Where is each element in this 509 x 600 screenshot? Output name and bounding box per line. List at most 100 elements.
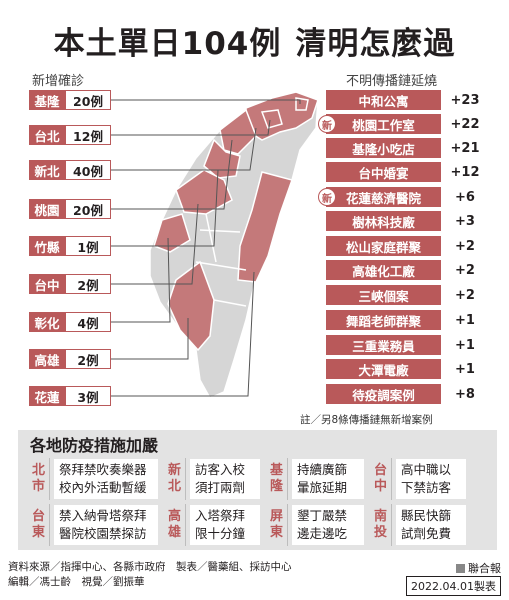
new-case-item: 彰化 4例 — [29, 312, 111, 332]
cluster-item: 大潭電廠 +1 — [326, 359, 489, 379]
region-label: 基隆 — [29, 90, 65, 110]
cluster-count: +2 — [455, 262, 475, 278]
new-badge: 新 — [318, 188, 336, 206]
cluster-item: 新桃園工作室 +22 — [318, 114, 489, 134]
cluster-item: 台中婚宴 +12 — [326, 162, 489, 182]
region-label: 桃園 — [29, 199, 65, 219]
new-case-item: 桃園 20例 — [29, 199, 111, 219]
new-badge: 新 — [318, 115, 336, 133]
credits-line: 編輯／馮士齡 視覺／劉振華 — [8, 576, 145, 588]
city-label: 屏東 — [266, 504, 288, 546]
new-case-item: 高雄 2例 — [29, 349, 111, 369]
cluster-name: 台中婚宴 — [326, 162, 441, 182]
source-line: 資料來源／指揮中心、各縣市政府 製表／醫藥組、採訪中心 — [8, 561, 292, 573]
measure-cell: 高雄 入塔祭拜 限十分鐘 — [164, 504, 260, 546]
taiwan-map — [111, 91, 319, 399]
cluster-name: 新花蓮慈濟醫院 — [318, 187, 441, 207]
city-label: 台中 — [370, 458, 392, 500]
city-label: 南投 — [370, 504, 392, 546]
cluster-item: 待疫調案例 +8 — [326, 384, 489, 404]
cluster-name: 樹林科技廠 — [326, 211, 441, 231]
cluster-name: 新桃園工作室 — [318, 114, 441, 134]
case-count: 3例 — [65, 386, 111, 406]
cluster-count: +12 — [450, 164, 480, 180]
new-case-item: 花蓮 3例 — [29, 386, 111, 406]
measure-text: 縣民快篩 試劑免費 — [396, 505, 466, 545]
measure-cell: 屏東 墾丁嚴禁 邊走邊吃 — [266, 504, 364, 546]
measures-row: 台東 禁入納骨塔祭拜 醫院校園禁探訪 高雄 入塔祭拜 限十分鐘 屏東 墾丁嚴禁 邊走邊… — [28, 504, 491, 546]
case-count: 20例 — [65, 199, 111, 219]
city-label: 台東 — [28, 504, 50, 546]
case-count: 2例 — [65, 349, 111, 369]
case-count: 20例 — [65, 90, 111, 110]
measure-cell: 台中 高中職以 下禁訪客 — [370, 458, 466, 500]
cluster-name: 舞蹈老師群聚 — [326, 310, 441, 330]
cluster-name: 三重業務員 — [326, 335, 441, 355]
measure-text: 墾丁嚴禁 邊走邊吃 — [292, 505, 364, 545]
leader-lines — [111, 99, 301, 397]
measures-grid: 北市 祭拜禁吹奏樂器 校內外活動暫緩 新北 訪客入校 須打兩劑 基隆 持續廣篩 暈旅延… — [28, 458, 491, 550]
cluster-item: 高雄化工廠 +2 — [326, 260, 489, 280]
cluster-item: 中和公寓 +23 — [326, 90, 489, 110]
cluster-name: 松山家庭群聚 — [326, 236, 441, 256]
footnote: 註／另8條傳播鏈無新增案例 — [300, 414, 433, 426]
cluster-item: 樹林科技廠 +3 — [326, 211, 489, 231]
measures-row: 北市 祭拜禁吹奏樂器 校內外活動暫緩 新北 訪客入校 須打兩劑 基隆 持續廣篩 暈旅延… — [28, 458, 491, 500]
region-taoyuan — [219, 108, 257, 155]
cluster-name: 高雄化工廠 — [326, 260, 441, 280]
measure-text: 入塔祭拜 限十分鐘 — [190, 505, 260, 545]
measures-title: 各地防疫措施加嚴 — [30, 436, 159, 455]
region-keelung — [295, 97, 309, 111]
cluster-count: +8 — [455, 386, 475, 402]
measure-text: 祭拜禁吹奏樂器 校內外活動暫緩 — [54, 459, 158, 499]
new-cases-header: 新增確診 — [32, 74, 85, 89]
region-label: 花蓮 — [29, 386, 65, 406]
measure-cell: 基隆 持續廣篩 暈旅延期 — [266, 458, 364, 500]
cluster-name: 大潭電廠 — [326, 359, 441, 379]
city-label: 北市 — [28, 458, 50, 500]
cluster-count: +2 — [455, 287, 475, 303]
new-case-item: 台北 12例 — [29, 125, 111, 145]
cluster-name: 基隆小吃店 — [326, 138, 441, 158]
case-count: 12例 — [65, 125, 111, 145]
measures-panel: 各地防疫措施加嚴 北市 祭拜禁吹奏樂器 校內外活動暫緩 新北 訪客入校 須打兩劑 基… — [18, 430, 497, 550]
region-taipei — [260, 109, 283, 129]
cluster-count: +1 — [455, 337, 475, 353]
new-case-item: 台中 2例 — [29, 274, 111, 294]
region-label: 高雄 — [29, 349, 65, 369]
region-label: 竹縣 — [29, 236, 65, 256]
cluster-count: +21 — [450, 140, 480, 156]
city-label: 高雄 — [164, 504, 186, 546]
new-case-item: 基隆 20例 — [29, 90, 111, 110]
cluster-count: +3 — [455, 213, 475, 229]
cluster-name: 待疫調案例 — [326, 384, 441, 404]
measure-cell: 新北 訪客入校 須打兩劑 — [164, 458, 260, 500]
cluster-item: 舞蹈老師群聚 +1 — [326, 310, 489, 330]
case-count: 40例 — [65, 160, 111, 180]
date-stamp: 2022.04.01製表 — [406, 576, 501, 596]
region-label: 新北 — [29, 160, 65, 180]
cluster-count: +1 — [455, 361, 475, 377]
clusters-header: 不明傳播鏈延燒 — [346, 74, 438, 89]
cluster-count: +6 — [455, 189, 475, 205]
brand-mark: 聯合報 — [456, 560, 501, 576]
region-label: 彰化 — [29, 312, 65, 332]
city-label: 新北 — [164, 458, 186, 500]
city-label: 基隆 — [266, 458, 288, 500]
region-label: 台北 — [29, 125, 65, 145]
cluster-name: 中和公寓 — [326, 90, 441, 110]
cluster-count: +2 — [455, 238, 475, 254]
case-count: 4例 — [65, 312, 111, 332]
cluster-item: 三重業務員 +1 — [326, 335, 489, 355]
measure-text: 高中職以 下禁訪客 — [396, 459, 466, 499]
measure-text: 禁入納骨塔祭拜 醫院校園禁探訪 — [54, 505, 158, 545]
measure-cell: 台東 禁入納骨塔祭拜 醫院校園禁探訪 — [28, 504, 158, 546]
source-credits: 資料來源／指揮中心、各縣市政府 製表／醫藥組、採訪中心 編輯／馮士齡 視覺／劉振… — [8, 560, 292, 590]
title-part-2: 清明怎麼過 — [295, 26, 456, 62]
cluster-name: 三峽個案 — [326, 285, 441, 305]
cluster-item: 新花蓮慈濟醫院 +6 — [318, 187, 489, 207]
measure-text: 持續廣篩 暈旅延期 — [292, 459, 364, 499]
region-hsinchu — [203, 138, 241, 179]
case-count: 2例 — [65, 274, 111, 294]
brand-square-icon — [456, 564, 465, 573]
